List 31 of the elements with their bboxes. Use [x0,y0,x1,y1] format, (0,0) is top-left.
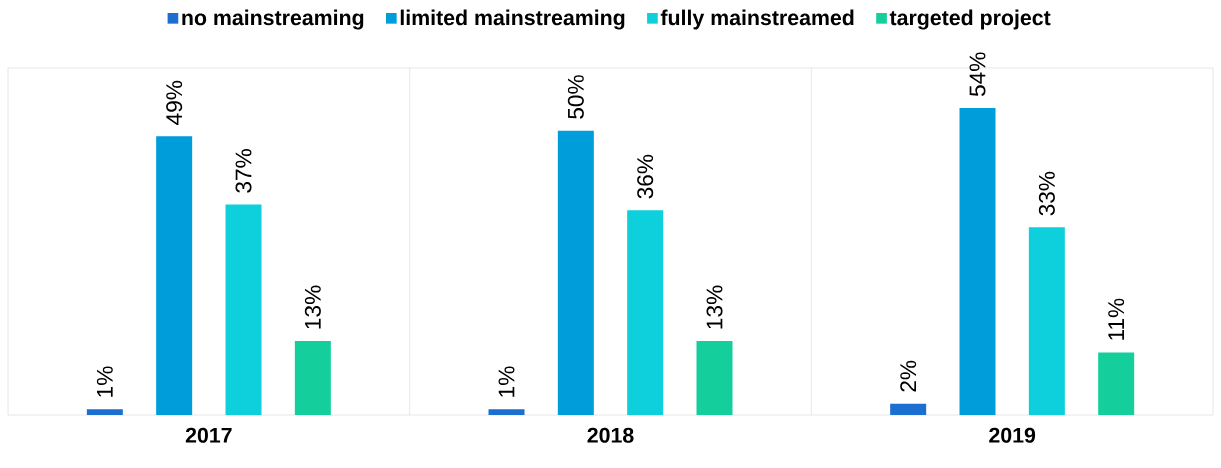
data-label: 50% [567,75,584,119]
legend-label: no mainstreaming [182,9,364,30]
data-label: 33% [1038,171,1055,216]
data-label: 36% [637,154,654,199]
bar [294,341,331,415]
data-label: 13% [304,285,321,329]
bar [156,136,193,415]
bar [488,409,525,415]
bar [557,130,594,415]
data-label: 49% [166,80,183,125]
data-label: 1% [96,366,113,397]
legend-label: limited mainstreaming [400,9,625,30]
data-label: 2% [900,360,917,392]
bar [86,409,123,415]
bar [959,107,996,415]
x-tick-label: 2018 [587,427,634,443]
data-label: 13% [706,285,723,329]
legend-label: targeted project [889,9,1051,30]
bar [1028,227,1065,415]
x-tick-label: 2017 [185,427,232,443]
bar [696,341,733,415]
legend-label: fully mainstreamed [660,9,854,30]
bar [627,210,664,415]
data-label: 37% [235,149,252,193]
data-label: 1% [498,366,515,397]
x-tick-label: 2019 [989,427,1036,443]
data-label: 54% [969,52,986,97]
bar [890,403,927,415]
bar [1098,352,1135,415]
bar [225,204,262,415]
data-label: 11% [1108,298,1125,340]
